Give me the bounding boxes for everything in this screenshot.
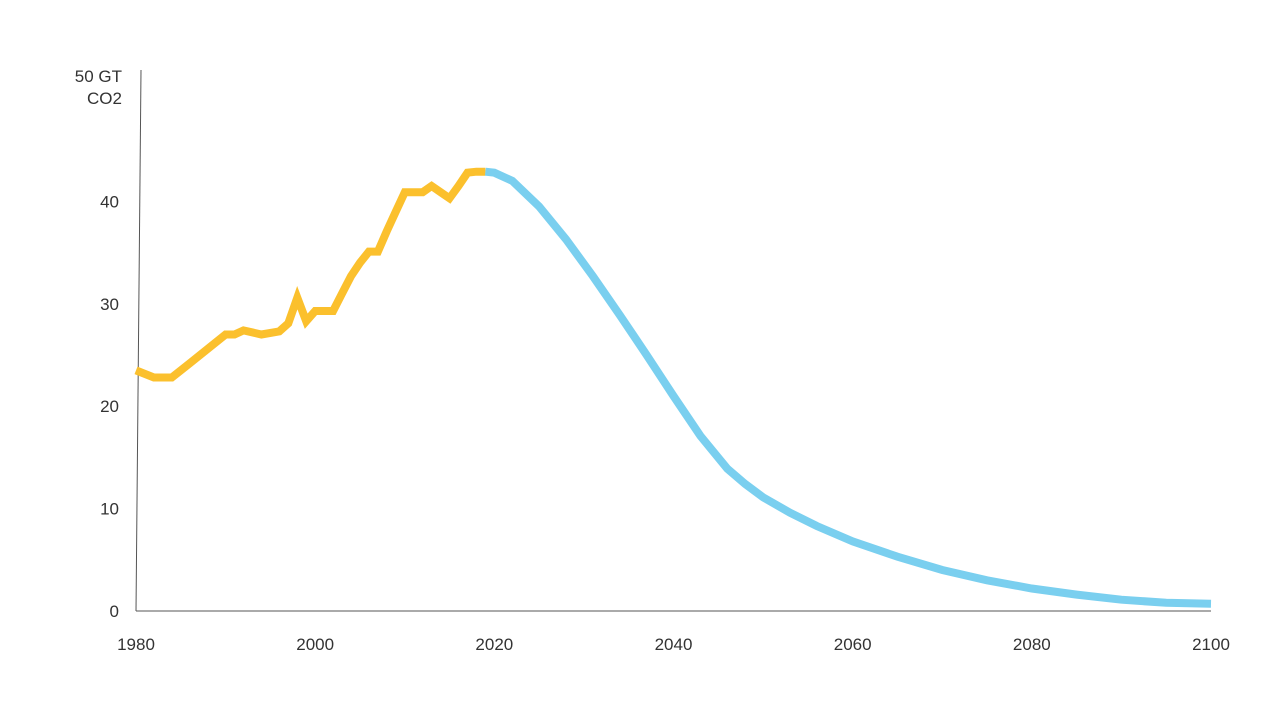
x-tick-label: 1980 (117, 635, 155, 654)
y-tick-label: 30 (100, 295, 119, 314)
series-lines (134, 167, 1212, 608)
historical-emissions-line (134, 167, 486, 382)
axes: 50 GT CO2 (75, 67, 1211, 612)
projected-emissions-line (484, 167, 1212, 608)
y-tick-label: 40 (100, 192, 119, 211)
y-tick-label: 0 (110, 602, 119, 621)
y-tick-label: 10 (100, 500, 119, 519)
y-unit-label-line-1: 50 GT (75, 67, 122, 86)
y-unit-label-line-2: CO2 (87, 89, 122, 108)
x-tick-label: 2100 (1192, 635, 1230, 654)
x-tick-label: 2040 (655, 635, 693, 654)
y-tick-labels: 0 10 20 30 40 (100, 192, 119, 621)
y-axis-line (135, 69, 142, 612)
x-tick-labels: 1980 2000 2020 2040 2060 2080 2100 (117, 635, 1230, 654)
y-tick-label: 20 (100, 397, 119, 416)
x-tick-label: 2020 (475, 635, 513, 654)
x-tick-label: 2080 (1013, 635, 1051, 654)
x-tick-label: 2000 (296, 635, 334, 654)
x-tick-label: 2060 (834, 635, 872, 654)
